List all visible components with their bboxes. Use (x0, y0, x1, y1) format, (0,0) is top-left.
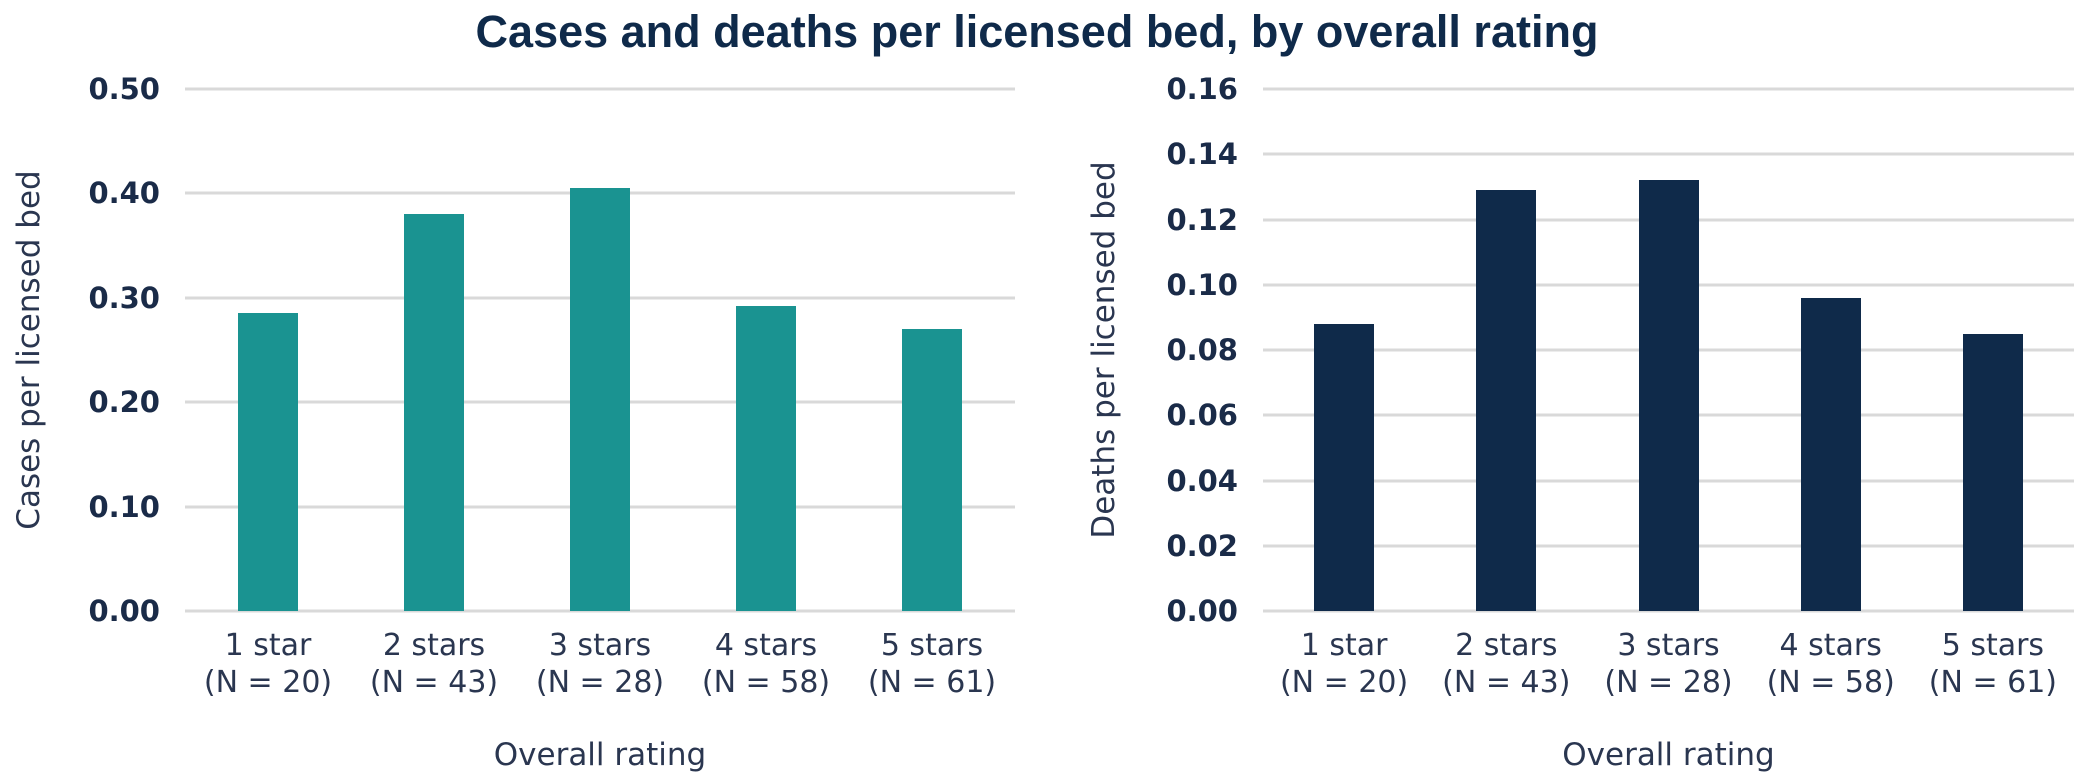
x-tick-label: 3 stars (N = 28) (1604, 628, 1733, 700)
y-tick-label: 0.10 (1166, 267, 1238, 302)
x-tick-label: 4 stars (N = 58) (1766, 628, 1895, 700)
y-axis-title: Deaths per licensed bed (1086, 161, 1122, 539)
x-axis-title: Overall rating (493, 737, 707, 773)
y-tick-label: 0.10 (88, 489, 160, 524)
y-tick-label: 0.06 (1166, 398, 1238, 433)
y-tick-label: 0.12 (1166, 202, 1238, 237)
y-tick-label: 0.14 (1166, 137, 1238, 172)
grid-line (1263, 609, 2074, 613)
y-tick-label: 0.08 (1166, 333, 1238, 367)
x-tick-label: 4 stars (N = 58) (701, 628, 831, 700)
y-tick-label: 0.50 (88, 72, 160, 106)
bar (1962, 333, 2023, 611)
y-tick-label: 0.30 (88, 280, 160, 315)
bar (1800, 297, 1861, 611)
bar (1638, 180, 1699, 611)
y-tick-label: 0.02 (1166, 528, 1238, 563)
x-tick-label: 2 stars (N = 43) (1442, 628, 1571, 700)
x-tick-label: 1 star (N = 20) (1279, 628, 1409, 700)
grid-line (185, 609, 1015, 613)
x-tick-label: 5 stars (N = 61) (1928, 628, 2057, 700)
x-tick-label: 1 star (N = 20) (203, 628, 333, 700)
bar (902, 329, 962, 611)
bar (1476, 190, 1537, 611)
bar (404, 214, 464, 611)
y-axis-title: Cases per licensed bed (11, 170, 47, 530)
grid-line (1263, 87, 2074, 91)
y-tick-label: 0.40 (88, 176, 160, 211)
grid-line (185, 87, 1015, 91)
x-tick-label: 3 stars (N = 28) (535, 628, 665, 700)
y-tick-label: 0.16 (1166, 72, 1238, 106)
bar (238, 313, 298, 611)
bar (1314, 323, 1375, 611)
grid-line (1263, 152, 2074, 156)
bar (736, 306, 796, 611)
x-tick-label: 5 stars (N = 61) (867, 628, 997, 700)
y-tick-label: 0.04 (1166, 463, 1238, 498)
y-tick-label: 0.00 (88, 594, 160, 628)
page-title: Cases and deaths per licensed bed, by ov… (475, 6, 1599, 57)
x-tick-label: 2 stars (N = 43) (369, 628, 499, 700)
bar (570, 188, 630, 611)
y-tick-label: 0.00 (1166, 594, 1238, 628)
y-tick-label: 0.20 (88, 385, 160, 420)
x-axis-title: Overall rating (1562, 737, 1775, 773)
